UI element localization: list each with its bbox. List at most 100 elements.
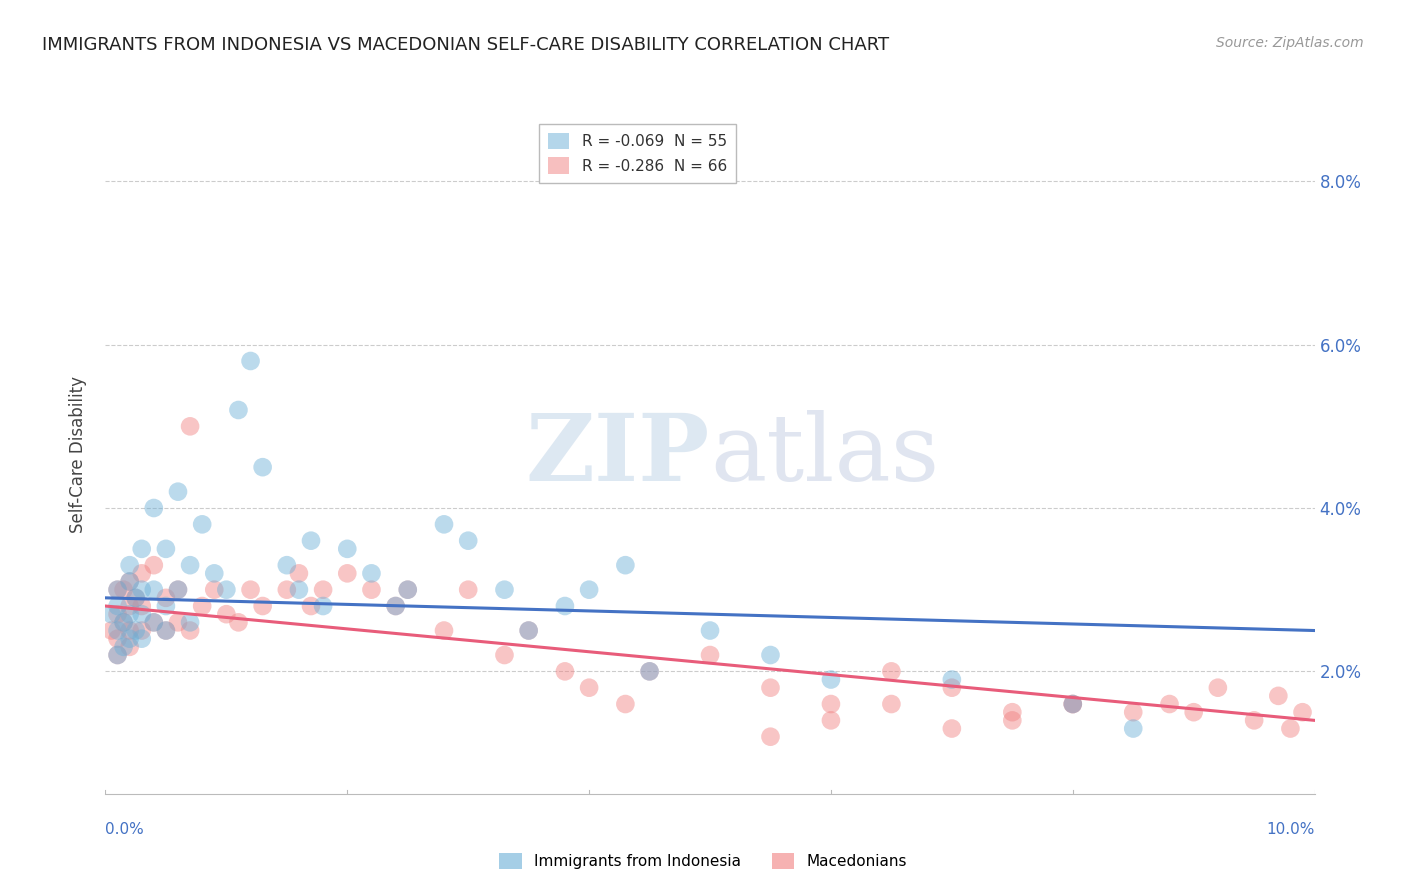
Point xyxy=(1291,705,1313,719)
Point xyxy=(191,517,214,532)
Point xyxy=(360,566,382,581)
Point xyxy=(118,574,141,589)
Point xyxy=(312,599,335,613)
Point xyxy=(759,648,782,662)
Point xyxy=(941,722,963,736)
Point xyxy=(155,591,177,605)
Point xyxy=(239,582,262,597)
Point xyxy=(167,582,190,597)
Point xyxy=(1062,697,1084,711)
Point xyxy=(578,582,600,597)
Point xyxy=(699,624,721,638)
Point xyxy=(100,624,122,638)
Point xyxy=(202,566,225,581)
Point xyxy=(107,582,129,597)
Point xyxy=(118,632,141,646)
Point xyxy=(299,599,322,613)
Point xyxy=(191,599,214,613)
Text: 10.0%: 10.0% xyxy=(1267,822,1315,837)
Point xyxy=(112,615,135,630)
Point xyxy=(384,599,406,613)
Point xyxy=(554,665,576,679)
Point xyxy=(699,648,721,662)
Point xyxy=(167,484,190,499)
Point xyxy=(517,624,540,638)
Point xyxy=(759,681,782,695)
Point xyxy=(252,599,274,613)
Point xyxy=(118,574,141,589)
Point xyxy=(107,648,129,662)
Point xyxy=(1001,705,1024,719)
Point xyxy=(1182,705,1205,719)
Point xyxy=(288,566,311,581)
Point xyxy=(125,591,148,605)
Point xyxy=(179,624,201,638)
Point xyxy=(131,599,153,613)
Point xyxy=(433,624,456,638)
Text: 0.0%: 0.0% xyxy=(105,822,145,837)
Point xyxy=(384,599,406,613)
Point xyxy=(131,541,153,556)
Point xyxy=(202,582,225,597)
Point xyxy=(118,558,141,573)
Point xyxy=(433,517,456,532)
Point xyxy=(276,558,298,573)
Point xyxy=(1062,697,1084,711)
Point xyxy=(131,607,153,622)
Point xyxy=(179,419,201,434)
Point xyxy=(1206,681,1229,695)
Point xyxy=(131,566,153,581)
Point xyxy=(396,582,419,597)
Point xyxy=(614,558,637,573)
Text: atlas: atlas xyxy=(710,410,939,500)
Point xyxy=(155,624,177,638)
Point xyxy=(118,607,141,622)
Point xyxy=(239,354,262,368)
Point xyxy=(941,681,963,695)
Point xyxy=(457,582,479,597)
Point xyxy=(1267,689,1289,703)
Point xyxy=(360,582,382,597)
Point xyxy=(820,697,842,711)
Point xyxy=(880,665,903,679)
Point xyxy=(142,582,165,597)
Point xyxy=(578,681,600,695)
Point xyxy=(288,582,311,597)
Point xyxy=(1243,714,1265,728)
Point xyxy=(1122,705,1144,719)
Point xyxy=(100,607,122,622)
Point xyxy=(554,599,576,613)
Point xyxy=(112,640,135,654)
Point xyxy=(759,730,782,744)
Point xyxy=(299,533,322,548)
Point xyxy=(131,582,153,597)
Point xyxy=(228,615,250,630)
Point xyxy=(494,648,516,662)
Point xyxy=(142,558,165,573)
Point xyxy=(820,673,842,687)
Point xyxy=(155,541,177,556)
Point xyxy=(941,673,963,687)
Text: IMMIGRANTS FROM INDONESIA VS MACEDONIAN SELF-CARE DISABILITY CORRELATION CHART: IMMIGRANTS FROM INDONESIA VS MACEDONIAN … xyxy=(42,36,890,54)
Point xyxy=(131,624,153,638)
Point xyxy=(142,615,165,630)
Point xyxy=(142,501,165,516)
Point xyxy=(638,665,661,679)
Point xyxy=(155,599,177,613)
Point xyxy=(107,632,129,646)
Point xyxy=(494,582,516,597)
Point xyxy=(820,714,842,728)
Point xyxy=(1062,697,1084,711)
Point xyxy=(517,624,540,638)
Text: ZIP: ZIP xyxy=(526,410,710,500)
Point xyxy=(131,632,153,646)
Point xyxy=(880,697,903,711)
Point xyxy=(1122,722,1144,736)
Point xyxy=(215,582,238,597)
Point xyxy=(336,541,359,556)
Text: Source: ZipAtlas.com: Source: ZipAtlas.com xyxy=(1216,36,1364,50)
Point xyxy=(125,591,148,605)
Point xyxy=(118,599,141,613)
Point xyxy=(228,403,250,417)
Y-axis label: Self-Care Disability: Self-Care Disability xyxy=(69,376,87,533)
